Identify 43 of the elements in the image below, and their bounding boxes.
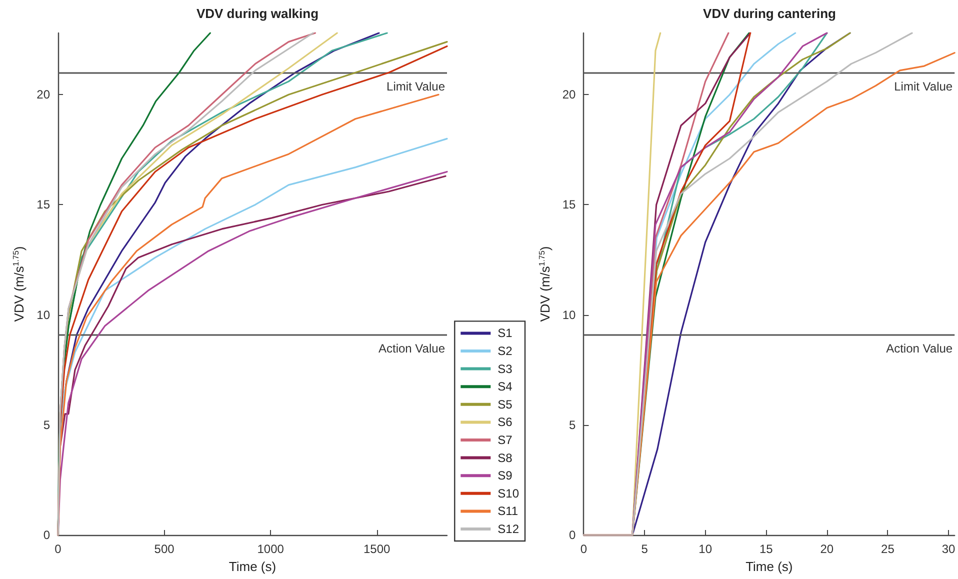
legend-label: S6	[498, 415, 513, 430]
legend-label: S3	[498, 362, 513, 376]
ref-line-label: Limit Value	[894, 80, 953, 94]
x-tick-label: 0	[54, 542, 62, 556]
legend-label: S10	[498, 486, 520, 500]
legend-label: S2	[498, 344, 513, 358]
y-tick-label: 20	[36, 88, 50, 102]
x-tick-label: 25	[881, 542, 895, 556]
ref-line-label: Limit Value	[386, 80, 446, 94]
y-tick-label: 5	[43, 418, 50, 432]
y-axis-title: VDV (m/s1.75)	[12, 246, 26, 322]
x-tick-label: 1500	[364, 542, 391, 556]
y-tick-label: 0	[43, 528, 50, 542]
legend-label: S7	[498, 433, 513, 447]
y-tick-label: 10	[562, 308, 576, 322]
y-tick-label: 5	[569, 418, 576, 432]
legend-label: S4	[498, 380, 513, 394]
x-tick-label: 15	[759, 542, 774, 556]
x-axis-title: Time (s)	[746, 559, 793, 574]
ref-line-label: Action Value	[378, 342, 446, 356]
x-tick-label: 1000	[257, 542, 284, 556]
y-tick-label: 15	[562, 198, 576, 212]
y-tick-label: 10	[36, 308, 50, 322]
x-tick-label: 5	[641, 542, 648, 556]
legend-label: S12	[498, 522, 520, 536]
y-tick-label: 15	[36, 198, 50, 212]
x-axis-title: Time (s)	[228, 559, 276, 574]
x-tick-label: 10	[698, 542, 712, 556]
legend-label: S11	[498, 504, 518, 518]
x-tick-label: 30	[942, 542, 956, 556]
legend-label: S1	[498, 326, 513, 340]
y-tick-label: 0	[569, 528, 576, 542]
chart-title: VDV during walking	[196, 6, 319, 21]
x-tick-label: 20	[820, 542, 834, 556]
chart-title: VDV during cantering	[703, 6, 836, 21]
y-tick-label: 20	[562, 88, 576, 102]
ref-line-label: Action Value	[886, 342, 953, 356]
x-tick-label: 500	[154, 542, 175, 556]
legend-label: S8	[498, 450, 513, 465]
legend-label: S9	[498, 468, 513, 483]
y-axis-title: VDV (m/s1.75)	[538, 246, 552, 322]
x-tick-label: 0	[580, 542, 588, 556]
legend-label: S5	[498, 397, 513, 412]
